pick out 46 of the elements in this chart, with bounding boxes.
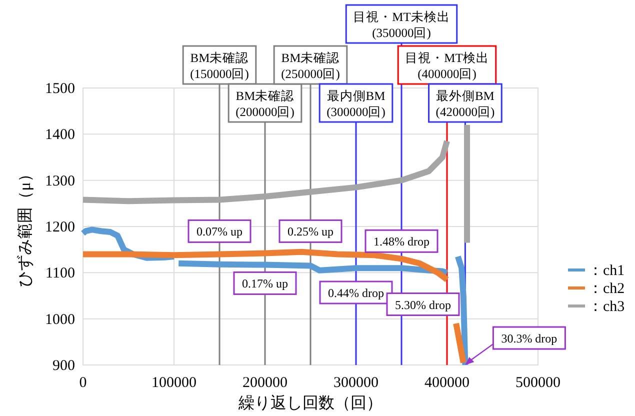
x-tick-label: 400000 — [424, 375, 470, 391]
ref-label: 最内側BM (300000回) — [318, 83, 394, 123]
annotation: 0.44% drop — [319, 280, 393, 304]
annotation: 5.30% drop — [395, 298, 451, 312]
x-tick-label: 200000 — [242, 375, 288, 391]
annotation: 0.07% up — [196, 224, 242, 239]
ref-line-label: 最外側BM (420000回) — [436, 89, 495, 119]
annotation: 30.3% drop — [501, 332, 558, 346]
y-tick-label: 1300 — [45, 173, 75, 190]
ref-label: BM未確認 (250000回) — [273, 45, 348, 85]
y-axis-title: ひずみ範囲（μ） — [16, 166, 34, 287]
annotation: 0.25% up — [278, 219, 342, 243]
annotation: 0.25% up — [288, 224, 334, 239]
ref-line-label: 目視・MT検出 (400000回) — [405, 51, 489, 81]
annotation: 1.48% drop — [374, 234, 430, 249]
ref-line-label: BM未確認 (200000回) — [236, 89, 294, 119]
ref-label: BM未確認 (150000回) — [182, 45, 257, 85]
x-tick-label: 300000 — [334, 375, 378, 391]
annotation: 0.17% up — [242, 276, 288, 291]
ref-label: 最外側BM (420000回) — [428, 83, 502, 123]
ref-label: 目視・MT未検出 (350000回) — [345, 4, 458, 44]
annotation: 0.07% up — [188, 219, 252, 243]
annotation: 1.48% drop — [364, 229, 438, 253]
ref-line-label: BM未確認 (250000回) — [281, 51, 340, 81]
annotation: 0.17% up — [233, 271, 297, 295]
y-tick-label: 900 — [52, 358, 75, 374]
x-axis-title: 繰り返し回数（回） — [238, 394, 382, 412]
legend-label: ：ch2 — [588, 281, 625, 297]
annotation: 5.30% drop — [386, 292, 460, 316]
x-tick-label: 0 — [79, 375, 87, 391]
ref-label: 目視・MT検出 (400000回) — [397, 45, 497, 85]
ref-line-label: 最内側BM (300000回) — [326, 89, 386, 119]
y-tick-label: 1100 — [46, 266, 75, 282]
annotation: 30.3% drop — [492, 326, 566, 350]
annotation: 0.44% drop — [328, 286, 384, 300]
legend-label: ：ch3 — [588, 299, 625, 315]
y-tick-label: 1400 — [45, 127, 75, 144]
x-tick-label: 100000 — [152, 375, 196, 391]
ref-label: BM未確認 (200000回) — [228, 83, 302, 123]
y-tick-label: 1000 — [45, 312, 75, 328]
ref-line-label: 目視・MT未検出 (350000回) — [353, 10, 450, 40]
x-tick-label: 500000 — [516, 375, 560, 391]
y-tick-label: 1200 — [45, 220, 75, 236]
legend-label: ：ch1 — [588, 263, 625, 279]
ref-line-label: BM未確認 (150000回) — [190, 51, 249, 81]
y-tick-label: 1500 — [45, 81, 75, 97]
